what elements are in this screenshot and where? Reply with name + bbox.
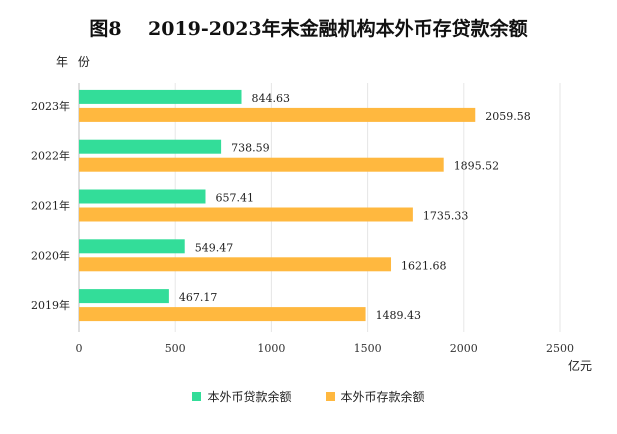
- bar-loan: [79, 289, 169, 304]
- data-label-loan: 549.47: [195, 241, 234, 254]
- legend-label-deposits: 本外币存款余额: [340, 390, 425, 404]
- data-label-deposit: 1489.43: [376, 309, 422, 322]
- bar-deposit: [79, 257, 392, 272]
- legend-item-deposits: 本外币存款余额: [325, 388, 425, 405]
- y-category-label: 2020年: [31, 248, 70, 262]
- legend-swatch-loans: [192, 392, 202, 401]
- data-label-deposit: 1895.52: [454, 160, 500, 173]
- data-label-loan: 844.63: [252, 92, 291, 105]
- bar-deposit: [79, 207, 413, 222]
- bar-deposit: [79, 307, 366, 322]
- bar-loan: [79, 89, 242, 104]
- x-tick-label: 1500: [354, 342, 382, 355]
- data-label-deposit: 1621.68: [401, 259, 447, 272]
- data-label-loan: 738.59: [231, 142, 270, 155]
- y-category-label: 2021年: [31, 199, 70, 213]
- data-label-loan: 467.17: [179, 291, 218, 304]
- legend: 本外币贷款余额 本外币存款余额: [0, 388, 617, 405]
- y-category-label: 2023年: [31, 99, 70, 113]
- bar-deposit: [79, 107, 476, 122]
- y-axis-label: 年 份: [56, 55, 93, 69]
- x-axis-unit-label: 亿元: [568, 358, 592, 373]
- bar-loan: [79, 189, 206, 204]
- legend-swatch-deposits: [325, 392, 335, 401]
- x-tick-label: 0: [76, 342, 83, 355]
- y-category-label: 2022年: [31, 149, 70, 163]
- x-tick-label: 2500: [546, 342, 574, 355]
- legend-item-loans: 本外币贷款余额: [192, 388, 292, 405]
- legend-label-loans: 本外币贷款余额: [207, 390, 292, 404]
- data-label-deposit: 2059.58: [485, 110, 531, 123]
- bar-loan: [79, 239, 185, 254]
- data-label-deposit: 1735.33: [423, 210, 469, 223]
- data-label-loan: 657.41: [215, 192, 254, 205]
- bar-loan: [79, 139, 222, 154]
- x-tick-label: 2000: [450, 342, 478, 355]
- bar-deposit: [79, 157, 444, 172]
- x-tick-label: 1000: [257, 342, 285, 355]
- x-tick-label: 500: [165, 342, 186, 355]
- y-category-label: 2019年: [31, 298, 70, 312]
- chart-title: 图8 2019-2023年末金融机构本外币存贷款余额: [89, 18, 528, 40]
